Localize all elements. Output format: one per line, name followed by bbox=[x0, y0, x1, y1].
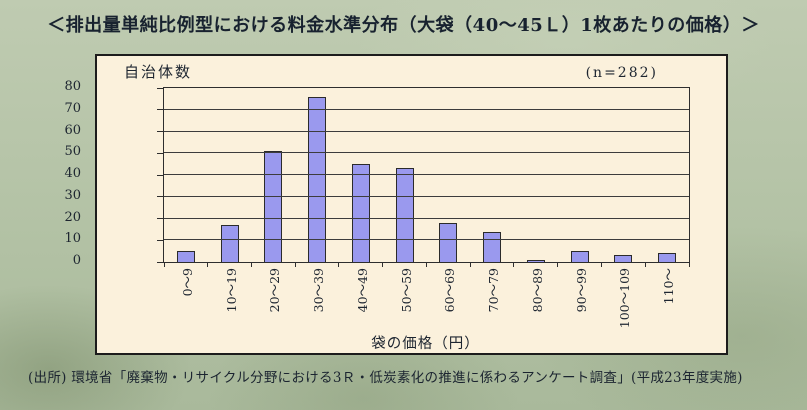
x-tick-mark bbox=[250, 262, 252, 267]
x-tick-mark bbox=[163, 262, 165, 267]
bar-20～29[interactable] bbox=[264, 151, 283, 262]
x-category-label: 40～49 bbox=[339, 262, 383, 336]
bar-60～69[interactable] bbox=[439, 222, 458, 262]
x-category-label: 110～ bbox=[645, 262, 689, 336]
x-category-label-text: 90～99 bbox=[573, 268, 589, 313]
x-tick-mark bbox=[207, 262, 209, 267]
bar-40～49[interactable] bbox=[351, 164, 370, 262]
y-tick-mark bbox=[157, 109, 164, 111]
y-axis-title: 自治体数 bbox=[124, 63, 193, 81]
bar-slot bbox=[514, 88, 558, 262]
y-tick-label: 80 bbox=[64, 79, 81, 94]
bar-100～109[interactable] bbox=[614, 255, 633, 262]
y-tick-mark bbox=[157, 131, 164, 132]
y-tick-mark bbox=[157, 152, 164, 154]
x-category-label-text: 10～19 bbox=[223, 268, 239, 313]
x-tick-mark bbox=[513, 262, 515, 267]
x-category-label-text: 40～49 bbox=[354, 268, 370, 313]
x-category-label: 50～59 bbox=[383, 262, 427, 336]
y-tick-mark bbox=[157, 239, 164, 241]
bar-slot bbox=[470, 88, 514, 262]
x-category-label-text: 30～39 bbox=[311, 268, 327, 313]
x-category-label-text: 50～59 bbox=[398, 268, 414, 313]
gridline bbox=[164, 130, 689, 132]
gridline bbox=[164, 195, 689, 197]
gridline bbox=[164, 217, 689, 219]
x-axis-title: 袋の価格（円） bbox=[371, 336, 480, 352]
x-category-label-text: 0～9 bbox=[179, 268, 195, 297]
x-category-label: 90～99 bbox=[558, 262, 602, 336]
x-category-label-text: 60～69 bbox=[442, 268, 458, 313]
x-tick-mark bbox=[469, 262, 471, 267]
bar-30～39[interactable] bbox=[308, 96, 327, 262]
y-tick-mark bbox=[157, 261, 164, 263]
bar-slot bbox=[208, 88, 252, 262]
y-tick-label: 20 bbox=[64, 209, 81, 225]
gridline bbox=[164, 239, 689, 241]
x-category-label: 60～69 bbox=[427, 262, 471, 336]
y-tick-label: 70 bbox=[64, 100, 81, 116]
bars-layer bbox=[164, 88, 689, 262]
x-category-label: 70～79 bbox=[470, 262, 514, 336]
x-tick-mark bbox=[601, 262, 602, 267]
x-tick-mark bbox=[644, 262, 646, 267]
sample-size-label: (n=282) bbox=[585, 65, 658, 81]
x-tick-mark bbox=[382, 262, 384, 267]
x-category-label-text: 20～29 bbox=[267, 268, 283, 313]
x-tick-mark bbox=[338, 262, 340, 267]
x-category-label-text: 110～ bbox=[661, 268, 677, 305]
y-tick-mark bbox=[157, 87, 164, 89]
gridline bbox=[164, 174, 689, 175]
x-category-label: 10～19 bbox=[208, 262, 252, 336]
bar-80～89[interactable] bbox=[526, 259, 545, 262]
x-tick-mark bbox=[294, 262, 296, 267]
bar-110～[interactable] bbox=[658, 253, 677, 262]
bar-slot bbox=[383, 88, 427, 262]
y-tick-label: 30 bbox=[64, 187, 81, 203]
gridline bbox=[164, 152, 689, 154]
bar-slot bbox=[339, 88, 383, 262]
y-axis-tick-labels: 0 10 20 30 40 50 60 70 80 bbox=[45, 80, 89, 268]
page-title: ＜排出量単純比例型における料金水準分布（大袋（40～45Ｌ）1枚あたりの価格）＞ bbox=[47, 15, 760, 36]
bar-10～19[interactable] bbox=[220, 225, 239, 262]
bar-slot bbox=[164, 88, 208, 262]
bar-slot bbox=[252, 88, 296, 262]
chart-panel: 自治体数 (n=282) 0 10 20 30 40 50 60 70 80 0～9 10～19 2… bbox=[64, 54, 728, 355]
y-tick-label: 60 bbox=[64, 122, 81, 138]
x-category-label: 100～109 bbox=[602, 262, 646, 336]
y-tick-label: 0 bbox=[72, 253, 81, 268]
x-category-label: 20～29 bbox=[252, 262, 296, 336]
x-axis-labels: 0～9 10～19 20～29 30～39 40～49 50～59 60～69 70～79 80… bbox=[164, 262, 689, 336]
bar-90～99[interactable] bbox=[570, 251, 589, 262]
x-category-label: 30～39 bbox=[295, 262, 339, 336]
x-category-label-text: 70～79 bbox=[486, 268, 502, 313]
y-tick-label: 40 bbox=[64, 166, 81, 181]
gridline bbox=[164, 108, 689, 110]
plot-area: 0～9 10～19 20～29 30～39 40～49 50～59 60～69 70～79 80… bbox=[157, 87, 690, 328]
bar-70～79[interactable] bbox=[483, 231, 502, 262]
bar-slot bbox=[645, 88, 689, 262]
x-category-label-text: 80～89 bbox=[529, 268, 545, 313]
y-tick-mark bbox=[157, 218, 164, 219]
x-tick-mark bbox=[688, 262, 690, 267]
x-tick-mark bbox=[557, 262, 559, 267]
x-category-label: 80～89 bbox=[514, 262, 558, 336]
y-tick-mark bbox=[157, 196, 164, 198]
bar-slot bbox=[602, 88, 646, 262]
x-category-label: 0～9 bbox=[164, 262, 208, 336]
bar-slot bbox=[295, 88, 339, 262]
bar-slot bbox=[427, 88, 471, 262]
source-note: (出所) 環境省「廃棄物・リサイクル分野における3Ｒ・低炭素化の推進に係わるアン… bbox=[28, 370, 743, 386]
bar-0～9[interactable] bbox=[176, 251, 195, 262]
bar-50～59[interactable] bbox=[395, 168, 414, 262]
bar-slot bbox=[558, 88, 602, 262]
y-tick-label: 50 bbox=[64, 144, 81, 160]
x-category-label-text: 100～109 bbox=[617, 268, 633, 329]
x-tick-mark bbox=[426, 262, 427, 267]
y-tick-mark bbox=[157, 174, 164, 176]
y-tick-label: 10 bbox=[64, 231, 81, 247]
